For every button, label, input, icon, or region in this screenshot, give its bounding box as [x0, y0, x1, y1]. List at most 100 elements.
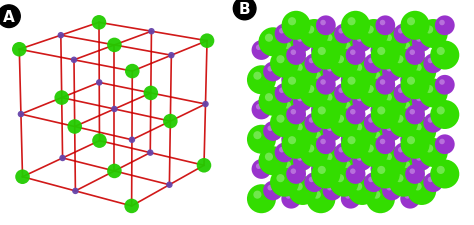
Circle shape — [371, 160, 400, 189]
Circle shape — [346, 46, 365, 66]
Circle shape — [327, 185, 332, 191]
Circle shape — [414, 182, 422, 191]
Circle shape — [375, 104, 381, 110]
Circle shape — [377, 107, 385, 115]
Text: A: A — [3, 10, 15, 25]
Circle shape — [439, 80, 445, 85]
Circle shape — [352, 33, 372, 52]
Circle shape — [439, 21, 445, 26]
Circle shape — [324, 153, 332, 161]
Circle shape — [341, 71, 370, 100]
Circle shape — [338, 88, 344, 94]
Circle shape — [252, 159, 271, 179]
Circle shape — [297, 155, 303, 161]
Circle shape — [386, 126, 392, 131]
Circle shape — [274, 143, 294, 163]
Circle shape — [283, 102, 291, 110]
Circle shape — [288, 137, 296, 145]
Circle shape — [368, 58, 374, 64]
Text: B: B — [239, 2, 250, 17]
Circle shape — [405, 193, 410, 199]
Circle shape — [309, 58, 314, 64]
Circle shape — [309, 118, 314, 123]
Circle shape — [419, 138, 448, 167]
Circle shape — [247, 66, 276, 95]
Circle shape — [323, 62, 342, 82]
Circle shape — [350, 50, 356, 56]
Circle shape — [315, 164, 321, 169]
Circle shape — [410, 50, 415, 56]
Circle shape — [345, 193, 351, 199]
Circle shape — [412, 92, 432, 112]
Circle shape — [295, 64, 303, 72]
Circle shape — [368, 118, 374, 123]
Circle shape — [410, 110, 415, 115]
Circle shape — [393, 84, 413, 104]
Circle shape — [395, 115, 403, 123]
Circle shape — [405, 105, 425, 125]
Circle shape — [341, 12, 370, 40]
Circle shape — [435, 76, 455, 95]
Circle shape — [359, 20, 388, 49]
Circle shape — [300, 20, 329, 49]
Circle shape — [297, 37, 303, 43]
Circle shape — [336, 174, 344, 182]
Circle shape — [346, 105, 365, 125]
Circle shape — [377, 28, 407, 57]
Circle shape — [407, 176, 436, 205]
Circle shape — [316, 135, 336, 154]
Circle shape — [366, 184, 395, 213]
Circle shape — [352, 92, 372, 112]
Circle shape — [267, 185, 273, 191]
Circle shape — [354, 123, 362, 131]
Circle shape — [253, 72, 262, 80]
Circle shape — [430, 101, 459, 129]
Circle shape — [286, 134, 291, 140]
Circle shape — [327, 126, 332, 131]
Circle shape — [375, 135, 395, 154]
Circle shape — [293, 92, 313, 112]
Circle shape — [318, 48, 326, 56]
Circle shape — [324, 34, 332, 43]
Circle shape — [366, 125, 395, 154]
Circle shape — [393, 143, 413, 163]
Circle shape — [338, 29, 344, 34]
Circle shape — [334, 143, 354, 163]
Circle shape — [286, 75, 291, 80]
Circle shape — [405, 46, 425, 66]
Circle shape — [270, 50, 299, 79]
Circle shape — [401, 130, 429, 159]
Circle shape — [270, 168, 299, 197]
Circle shape — [350, 110, 356, 115]
Circle shape — [395, 174, 403, 182]
Circle shape — [402, 161, 410, 169]
Circle shape — [400, 130, 420, 149]
Circle shape — [380, 80, 385, 85]
Circle shape — [371, 100, 390, 120]
Circle shape — [270, 109, 299, 138]
Circle shape — [396, 36, 425, 65]
Circle shape — [348, 58, 377, 87]
Circle shape — [247, 125, 276, 154]
Circle shape — [389, 109, 418, 138]
Circle shape — [258, 28, 288, 57]
Circle shape — [256, 164, 262, 169]
Circle shape — [288, 117, 317, 146]
Circle shape — [288, 58, 317, 87]
Circle shape — [288, 176, 317, 205]
Circle shape — [313, 132, 321, 140]
Circle shape — [384, 34, 392, 43]
Circle shape — [407, 58, 436, 87]
Circle shape — [311, 41, 331, 61]
Circle shape — [435, 16, 455, 36]
Circle shape — [324, 94, 332, 102]
Circle shape — [334, 84, 354, 104]
Circle shape — [398, 147, 403, 153]
Circle shape — [384, 153, 392, 161]
Circle shape — [396, 96, 425, 124]
Circle shape — [352, 151, 372, 171]
Circle shape — [384, 94, 392, 102]
Circle shape — [357, 155, 362, 161]
Circle shape — [265, 153, 273, 161]
Circle shape — [428, 177, 433, 182]
